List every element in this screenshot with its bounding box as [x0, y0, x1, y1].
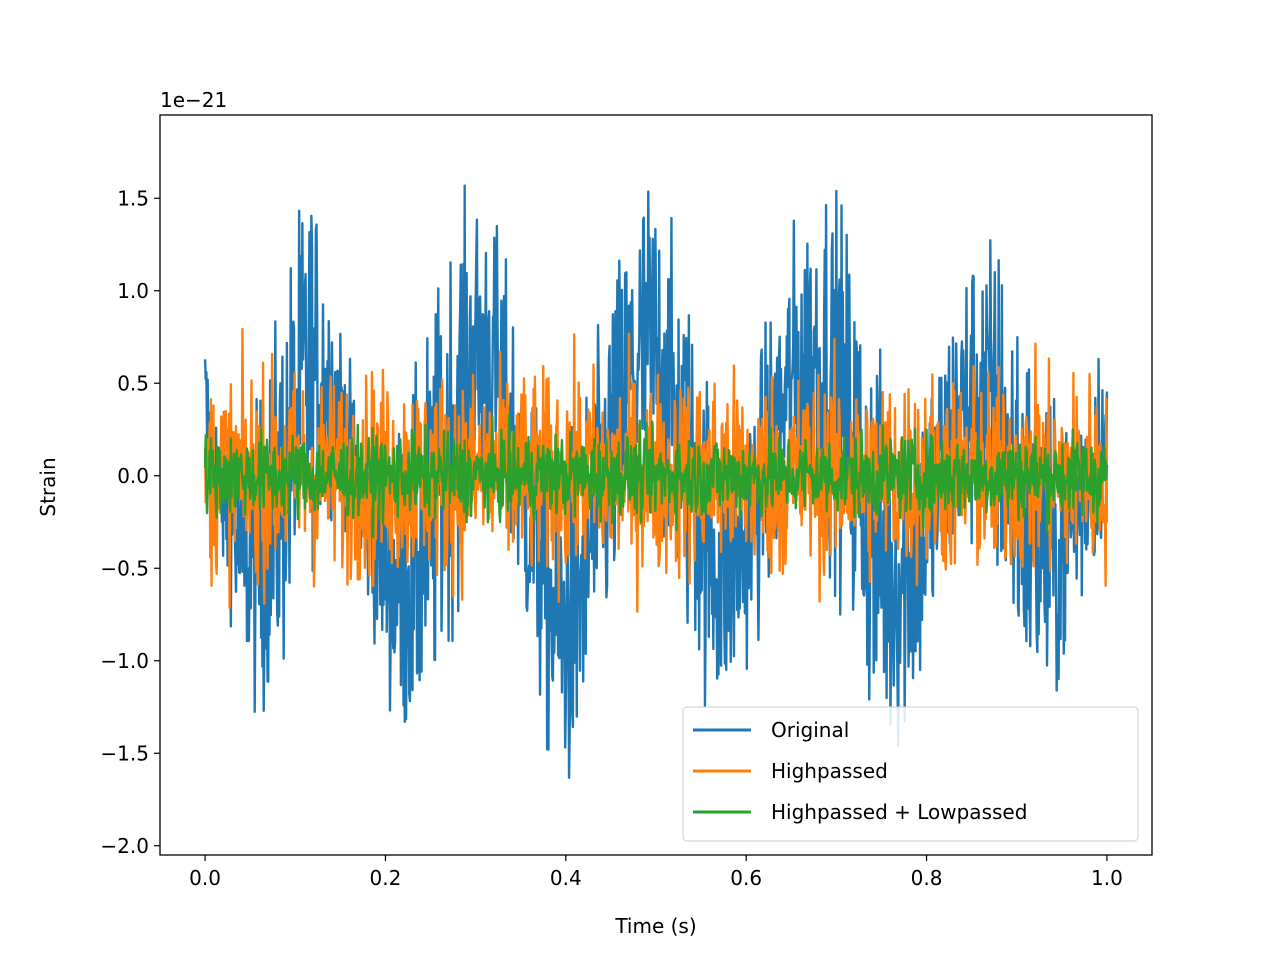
legend: Original Highpassed Highpassed + Lowpass… — [682, 706, 1139, 842]
y-tick-label: 1.5 — [117, 186, 149, 210]
legend-label-original: Original — [771, 718, 849, 742]
y-tick-label: −1.5 — [100, 741, 149, 765]
x-tick-label: 0.2 — [370, 866, 402, 890]
y-tick-label: 1.0 — [117, 279, 149, 303]
y-tick-label: −1.0 — [100, 649, 149, 673]
y-axis-title: Strain — [36, 457, 60, 516]
legend-label-highpassed-lowpassed: Highpassed + Lowpassed — [771, 800, 1027, 824]
y-tick-label: −2.0 — [100, 834, 149, 858]
x-tick-label: 1.0 — [1091, 866, 1123, 890]
plot-area — [203, 184, 1109, 779]
x-tick-label: 0.8 — [911, 866, 943, 890]
x-tick-label: 0.4 — [550, 866, 582, 890]
y-axis: −2.0 −1.5 −1.0 −0.5 0.0 0.5 1.0 1.5 — [100, 186, 160, 858]
x-axis-title: Time (s) — [614, 914, 696, 938]
series-layer — [203, 184, 1109, 779]
y-offset-label: 1e−21 — [160, 88, 227, 112]
x-tick-label: 0.6 — [730, 866, 762, 890]
series-line-highpassed-lowpassed — [203, 413, 1109, 539]
x-tick-label: 0.0 — [189, 866, 221, 890]
x-axis: 0.0 0.2 0.4 0.6 0.8 1.0 — [189, 855, 1123, 890]
y-tick-label: 0.5 — [117, 371, 149, 395]
plot-frame — [159, 114, 1153, 856]
y-tick-label: 0.0 — [117, 464, 149, 488]
y-tick-label: −0.5 — [100, 556, 149, 580]
legend-label-highpassed: Highpassed — [771, 759, 888, 783]
legend-box — [682, 706, 1139, 842]
